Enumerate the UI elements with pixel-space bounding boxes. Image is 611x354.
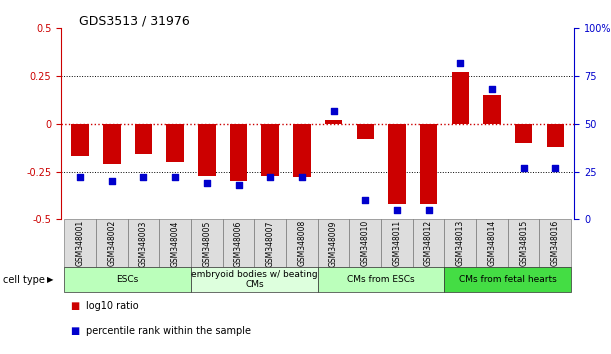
Point — [487, 87, 497, 92]
Bar — [166, 124, 184, 162]
Text: GSM348011: GSM348011 — [392, 220, 401, 267]
Point — [329, 108, 338, 113]
Text: CMs from fetal hearts: CMs from fetal hearts — [459, 275, 557, 284]
Bar — [230, 124, 247, 181]
Point — [551, 165, 560, 171]
Bar — [71, 124, 89, 156]
Text: CMs from ESCs: CMs from ESCs — [347, 275, 415, 284]
Bar — [325, 120, 342, 124]
Text: ■: ■ — [70, 301, 79, 311]
Text: GDS3513 / 31976: GDS3513 / 31976 — [79, 14, 190, 27]
Point — [423, 207, 433, 213]
Point — [265, 175, 275, 180]
Text: GSM348002: GSM348002 — [108, 220, 116, 267]
FancyBboxPatch shape — [222, 219, 254, 267]
FancyBboxPatch shape — [128, 219, 159, 267]
Text: GSM348001: GSM348001 — [76, 220, 84, 267]
Text: percentile rank within the sample: percentile rank within the sample — [86, 326, 251, 336]
FancyBboxPatch shape — [349, 219, 381, 267]
Point — [392, 207, 402, 213]
FancyBboxPatch shape — [318, 219, 349, 267]
Point — [75, 175, 85, 180]
FancyBboxPatch shape — [540, 219, 571, 267]
FancyBboxPatch shape — [191, 267, 318, 292]
FancyBboxPatch shape — [413, 219, 444, 267]
FancyBboxPatch shape — [476, 219, 508, 267]
Bar — [262, 124, 279, 176]
Bar — [103, 124, 120, 164]
Text: GSM348012: GSM348012 — [424, 220, 433, 267]
Point — [297, 175, 307, 180]
Bar — [483, 95, 500, 124]
Text: GSM348016: GSM348016 — [551, 220, 560, 267]
FancyBboxPatch shape — [381, 219, 413, 267]
FancyBboxPatch shape — [159, 219, 191, 267]
FancyBboxPatch shape — [318, 267, 444, 292]
Text: GSM348009: GSM348009 — [329, 220, 338, 267]
Bar — [293, 124, 310, 177]
Text: ■: ■ — [70, 326, 79, 336]
Bar — [452, 72, 469, 124]
FancyBboxPatch shape — [444, 267, 571, 292]
FancyBboxPatch shape — [254, 219, 286, 267]
Text: cell type: cell type — [3, 275, 45, 285]
Text: ESCs: ESCs — [117, 275, 139, 284]
FancyBboxPatch shape — [64, 267, 191, 292]
Text: GSM348015: GSM348015 — [519, 220, 528, 267]
Bar — [547, 124, 564, 147]
Bar — [198, 124, 216, 176]
Text: GSM348003: GSM348003 — [139, 220, 148, 267]
FancyBboxPatch shape — [191, 219, 222, 267]
FancyBboxPatch shape — [508, 219, 540, 267]
FancyBboxPatch shape — [286, 219, 318, 267]
FancyBboxPatch shape — [96, 219, 128, 267]
Point — [360, 198, 370, 203]
Text: GSM348014: GSM348014 — [488, 220, 497, 267]
Point — [233, 182, 243, 188]
Text: embryoid bodies w/ beating
CMs: embryoid bodies w/ beating CMs — [191, 270, 318, 289]
Text: GSM348007: GSM348007 — [266, 220, 275, 267]
Point — [202, 180, 212, 186]
Bar — [388, 124, 406, 204]
Text: GSM348013: GSM348013 — [456, 220, 465, 267]
Text: GSM348004: GSM348004 — [170, 220, 180, 267]
Text: GSM348005: GSM348005 — [202, 220, 211, 267]
Point — [107, 178, 117, 184]
Point — [139, 175, 148, 180]
Point — [455, 60, 465, 65]
Text: ▶: ▶ — [47, 275, 54, 284]
Point — [170, 175, 180, 180]
Text: GSM348010: GSM348010 — [360, 220, 370, 267]
FancyBboxPatch shape — [444, 219, 476, 267]
Bar — [420, 124, 437, 204]
Bar — [515, 124, 532, 143]
Text: GSM348006: GSM348006 — [234, 220, 243, 267]
Point — [519, 165, 529, 171]
Bar — [357, 124, 374, 139]
Text: log10 ratio: log10 ratio — [86, 301, 138, 311]
Bar — [135, 124, 152, 154]
FancyBboxPatch shape — [64, 219, 96, 267]
Text: GSM348008: GSM348008 — [298, 220, 306, 267]
